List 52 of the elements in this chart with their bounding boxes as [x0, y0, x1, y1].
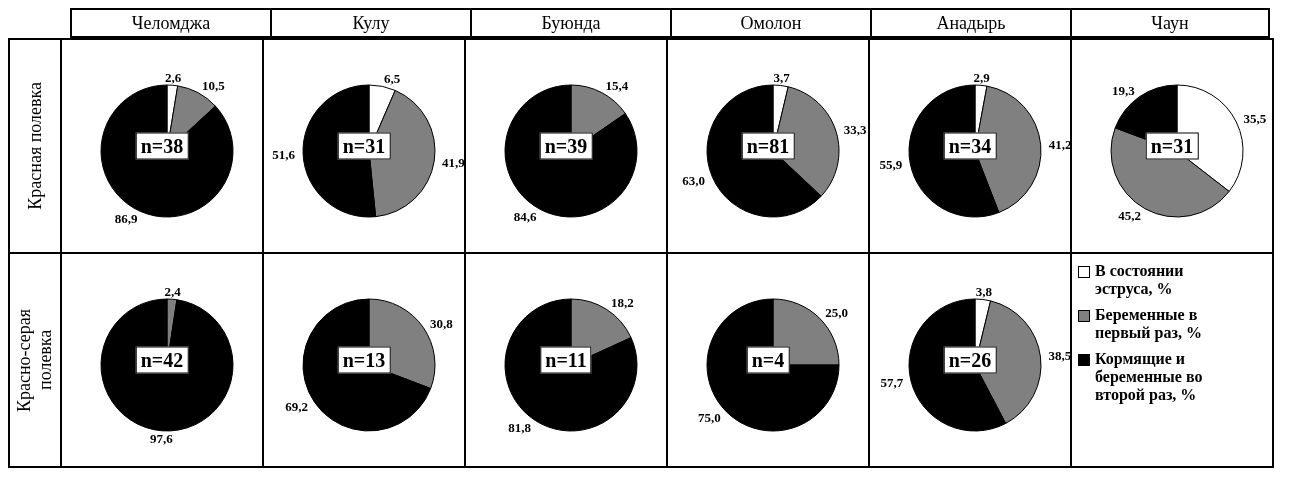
text: Красная полевка — [24, 82, 46, 210]
text: n=42 — [135, 346, 189, 374]
text: n=26 — [943, 346, 997, 374]
data-label: 18,2 — [611, 295, 634, 311]
text: n=34 — [943, 132, 997, 160]
data-label: 15,4 — [605, 77, 629, 93]
data-label: 41,9 — [442, 154, 466, 170]
data-label: 3,8 — [975, 284, 993, 300]
data-label: 3,7 — [773, 70, 791, 85]
legend-label: Кормящие и беременные во второй раз, % — [1095, 350, 1204, 404]
data-label: 38,5 — [1048, 348, 1072, 364]
data-label: 84,6 — [513, 209, 538, 225]
text: n=39 — [539, 132, 593, 160]
text: n=81 — [741, 132, 795, 160]
text: n=13 — [337, 346, 391, 374]
data-label: 2,6 — [164, 69, 182, 85]
data-label: 75,0 — [697, 409, 721, 425]
pie-slice — [504, 298, 638, 432]
data-label: 2,9 — [973, 69, 991, 85]
data-label: 57,7 — [880, 375, 904, 391]
pie-slice — [100, 298, 234, 432]
data-label: 33,3 — [843, 122, 868, 138]
data-label: 69,2 — [285, 399, 309, 415]
data-label: 6,5 — [384, 71, 401, 87]
data-label: 86,9 — [114, 211, 138, 227]
legend-label: Беременные в первый раз, % — [1095, 306, 1203, 342]
legend-label: В состоянии эструса, % — [1095, 262, 1185, 298]
text: n=31 — [337, 132, 391, 160]
data-label: 45,2 — [1118, 208, 1141, 224]
chart-title: Буюнда — [470, 8, 670, 38]
text: n=4 — [746, 346, 790, 374]
chart-title: Омолон — [670, 8, 870, 38]
data-label: 97,6 — [150, 431, 174, 447]
data-label: 63,0 — [682, 172, 706, 188]
chart-title: Чаун — [1070, 8, 1270, 38]
data-label: 25,0 — [825, 305, 849, 321]
data-label: 51,6 — [272, 147, 296, 163]
data-label: 81,8 — [508, 419, 532, 435]
text: n=11 — [540, 346, 592, 374]
data-label: 2,4 — [164, 283, 182, 299]
data-label: 41,2 — [1048, 136, 1072, 152]
chart-title: Кулу — [270, 8, 470, 38]
text: n=38 — [135, 132, 189, 160]
data-label: 55,9 — [879, 157, 903, 173]
chart-title: Анадырь — [870, 8, 1070, 38]
data-label: 30,8 — [429, 315, 454, 331]
text: Красно-серая полевка — [14, 307, 56, 414]
data-label: 19,3 — [1112, 82, 1136, 98]
chart-title: Челомджа — [70, 8, 270, 38]
text: n=31 — [1145, 132, 1199, 160]
data-label: 35,5 — [1243, 110, 1267, 126]
data-label: 10,5 — [202, 78, 226, 94]
